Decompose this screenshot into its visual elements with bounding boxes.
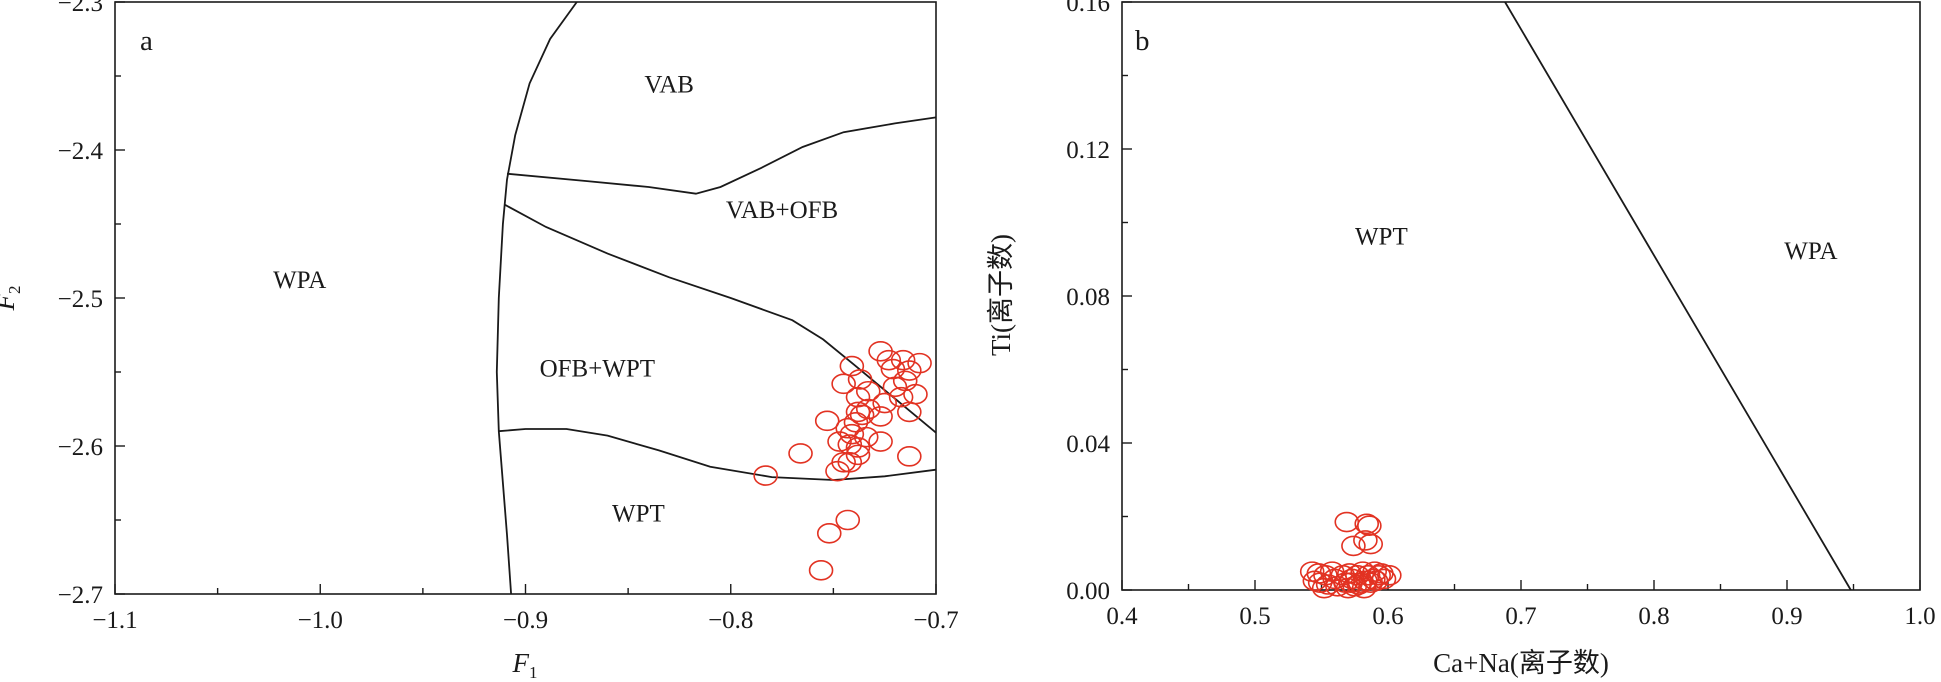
panel-a-data-point (845, 444, 871, 466)
panel-a-y-tick-label: −2.6 (58, 434, 103, 461)
panel-a-data-point (897, 446, 922, 467)
panel-b-boundary-line-1 (1504, 1, 1852, 591)
panel-a-x-tick-label: −0.8 (708, 607, 753, 634)
panel-a-data-point (868, 431, 893, 452)
panel-a-data-point (837, 451, 863, 473)
panel-b-data-point (1354, 513, 1380, 535)
panel-a-y-tick-label: −2.5 (58, 286, 103, 313)
panel-a-data-point (880, 358, 906, 380)
panel-b-panel-letter: b (1135, 25, 1150, 57)
panel-b-data-point (1341, 535, 1366, 557)
panel-a-region-label: VAB (644, 71, 694, 98)
panel-a-region-label: WPA (273, 267, 326, 294)
panel-a-region-label: OFB+WPT (540, 356, 656, 383)
panel-a-data-point (872, 392, 897, 414)
panel-b-data-point (1377, 564, 1402, 586)
panel-b-data-point (1346, 574, 1372, 595)
panel-a-data-point (847, 369, 873, 390)
panel-a-data-point (839, 355, 865, 377)
panel-a-data-point (897, 401, 922, 423)
panel-a-y-tick-label: −2.7 (58, 582, 103, 609)
panel-b-y-tick-label: 0.04 (1066, 431, 1110, 458)
panel-a-x-tick-label: −1.0 (298, 607, 343, 634)
panel-b-data-point (1358, 533, 1384, 555)
panel-a-boundary-line-3 (504, 204, 937, 434)
panel-b-data-point (1302, 570, 1328, 592)
panel-a-data-point (853, 426, 879, 448)
panel-a-data-point (876, 349, 902, 371)
panel-b-x-tick-label: 0.4 (1106, 603, 1138, 630)
panel-b-y-tick-label: 0.16 (1066, 0, 1110, 17)
panel-b-x-tick-label: 1.0 (1904, 603, 1935, 630)
panel-a-data-point (907, 352, 932, 374)
panel-a-data-point (855, 380, 881, 402)
panel-a-data-point (753, 465, 778, 486)
panel-b-data-point (1311, 577, 1337, 599)
panel-a-y-tick-label: −2.4 (58, 138, 104, 165)
panel-a-x-axis-title: F1 (512, 648, 538, 682)
panel-a-x-tick-label: −0.7 (913, 607, 958, 634)
panel-a-data-point (831, 373, 856, 395)
panel-a-panel-letter: a (140, 25, 153, 57)
panel-b-plot-frame (1121, 1, 1921, 591)
panel-a-boundary-line-1 (495, 1, 578, 595)
panel-a-y-axis-title: F2 (0, 286, 24, 312)
panel-a-data-point (835, 509, 861, 531)
panel-a-data-point (892, 370, 918, 392)
panel-a-plot-frame (114, 1, 937, 595)
panel-a-data-point (788, 443, 813, 464)
panel-b-data-point (1351, 577, 1377, 599)
panel-a-data-point (903, 383, 928, 405)
panel-a-data-point (855, 398, 881, 420)
panel-b-y-tick-label: 0.00 (1066, 578, 1110, 605)
panel-b-x-tick-label: 0.8 (1638, 603, 1669, 630)
panel-b-y-tick-label: 0.12 (1066, 137, 1110, 164)
panel-a-data-point (897, 360, 922, 381)
panel-a-data-point (835, 417, 861, 439)
panel-a-chart: −1.1 −1.0 −0.9 −0.8 −0.7 −2.3 −2.4 −2.5 −2.6 −2.7… (0, 0, 959, 682)
panel-b-region-label: WPA (1784, 238, 1837, 265)
panel-b-data-point (1369, 563, 1394, 584)
panel-b-region-label: WPT (1355, 223, 1408, 250)
panel-a-data-point (814, 410, 840, 432)
panel-b-x-tick-label: 0.7 (1505, 603, 1536, 630)
panel-a-boundary-line-2 (506, 116, 937, 195)
panel-a-region-label: VAB+OFB (726, 197, 838, 224)
panel-b-x-tick-label: 0.9 (1771, 603, 1802, 630)
panel-a-x-tick-label: −0.9 (503, 607, 548, 634)
panel-a-boundary-line-4 (498, 428, 937, 481)
panel-a-data-point (827, 431, 852, 452)
panel-a-data-point (845, 401, 871, 423)
panel-a-y-tick-label: −2.3 (58, 0, 103, 17)
panel-b-x-axis-title: Ca+Na(离子数) (1433, 648, 1609, 678)
panel-a-region-label: WPT (612, 501, 665, 528)
panel-a-data-point (808, 560, 834, 581)
panel-b-y-axis-title: Ti(离子数) (986, 234, 1016, 356)
panel-a-data-point (816, 523, 842, 544)
panel-a-data-point (868, 406, 893, 427)
panel-b-chart: 0.4 0.5 0.6 0.7 0.8 0.9 1.0 0.00 0.04 0.08 0.12 0.1… (986, 0, 1936, 678)
panel-a-data-point (839, 423, 865, 445)
panel-b-x-tick-label: 0.6 (1372, 603, 1403, 630)
panel-b-x-tick-label: 0.5 (1239, 603, 1270, 630)
panel-a-data-point (888, 386, 914, 408)
panel-a-x-tick-label: −1.1 (92, 607, 137, 634)
panel-b-data-point (1353, 530, 1378, 551)
panel-a-data-point (837, 434, 863, 455)
panel-b-y-tick-label: 0.08 (1066, 284, 1110, 311)
panel-b-data-point (1337, 563, 1362, 584)
